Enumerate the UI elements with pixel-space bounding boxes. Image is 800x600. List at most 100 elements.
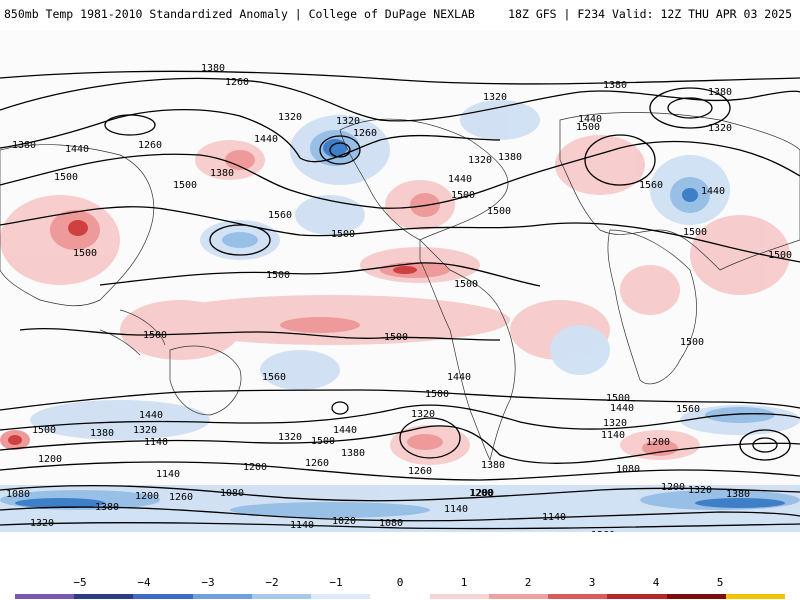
header: 850mb Temp 1981-2010 Standardized Anomal… bbox=[0, 0, 800, 30]
contour-label: 1500 bbox=[606, 393, 630, 404]
contour-label: 1440 bbox=[139, 410, 163, 421]
contour-label: 1500 bbox=[576, 122, 600, 133]
contour-label: 1500 bbox=[266, 270, 290, 281]
contour-label: 1500 bbox=[311, 436, 335, 447]
contour-label: 1560 bbox=[639, 180, 663, 191]
contour-label: 1380 bbox=[341, 448, 365, 459]
contour-label: 1200 bbox=[243, 462, 267, 473]
contour-label: 1320 bbox=[336, 116, 360, 127]
contour-label: 1380 bbox=[201, 63, 225, 74]
cold-anomaly-peak bbox=[15, 139, 785, 508]
colorbar-tick-label: 4 bbox=[652, 576, 660, 589]
colorbar-tick-label: −1 bbox=[329, 576, 343, 589]
contour-label: 1320 bbox=[278, 112, 302, 123]
contour-label: 1500 bbox=[425, 389, 449, 400]
contour-label: 1260 bbox=[138, 140, 162, 151]
contour-label: 1200 bbox=[38, 454, 62, 465]
contour-label: 1440 bbox=[254, 134, 278, 145]
contour-label: 1320 bbox=[603, 418, 627, 429]
colorbar-segment bbox=[192, 594, 253, 599]
contour-label: 1560 bbox=[262, 372, 286, 383]
warm-anomaly-peak bbox=[8, 220, 417, 445]
contour-label: 1080 bbox=[379, 518, 403, 529]
colorbar: −5 −4 −3 −2 −1 0 1 2 3 4 5 bbox=[0, 570, 800, 600]
colorbar-segment bbox=[74, 594, 134, 599]
contour-label: 1560 bbox=[268, 210, 292, 221]
colorbar-segment bbox=[251, 594, 312, 599]
colorbar-tick-label: −3 bbox=[201, 576, 215, 589]
contour-label: 1440 bbox=[578, 114, 602, 125]
colorbar-segment bbox=[311, 594, 371, 599]
weather-map[interactable]: 1380 1260 1320 1320 1260 1380 1440 1260 … bbox=[0, 30, 800, 532]
contour-label: 1260 bbox=[225, 77, 249, 88]
colorbar-segment bbox=[488, 594, 549, 599]
contour-label: 1320 bbox=[411, 409, 435, 420]
contour-label: 1320 bbox=[708, 123, 732, 134]
colorbar-tick-label: −4 bbox=[137, 576, 151, 589]
contour-label: 1320 bbox=[278, 432, 302, 443]
contour-label: 1200 bbox=[469, 488, 493, 499]
height-contours bbox=[0, 70, 800, 530]
contour-label: 1500 bbox=[680, 337, 704, 348]
contour-label: 1440 bbox=[447, 372, 471, 383]
contour-label: 1440 bbox=[65, 144, 89, 155]
contour-labels: 1380 1260 1320 1320 1260 1380 1440 1260 … bbox=[6, 63, 792, 532]
colorbar-tick-label: 5 bbox=[716, 576, 724, 589]
colorbar-segment bbox=[548, 594, 608, 599]
colorbar-tick-label: −2 bbox=[265, 576, 279, 589]
contour-label: 1260 bbox=[169, 492, 193, 503]
contour-label: 1200 bbox=[646, 437, 670, 448]
colorbar-segment bbox=[429, 594, 490, 599]
contour-label: 1140 bbox=[290, 520, 314, 531]
contour-label: 1140 bbox=[601, 430, 625, 441]
contour-label: 1380 bbox=[603, 80, 627, 91]
colorbar-segment bbox=[607, 594, 668, 599]
contour-label: 1260 bbox=[408, 466, 432, 477]
contour-label: 1500 bbox=[143, 330, 167, 341]
contour-label: 1020 bbox=[332, 516, 356, 527]
contour-label: 1440 bbox=[333, 425, 357, 436]
contour-label: 1320 bbox=[468, 155, 492, 166]
contour-label: 1380 bbox=[726, 489, 750, 500]
colorbar-tick-label: −5 bbox=[73, 576, 87, 589]
contour-label: 1320 bbox=[688, 485, 712, 496]
contour-label: 1500 bbox=[73, 248, 97, 259]
colorbar-scale bbox=[15, 594, 786, 599]
colorbar-segment bbox=[725, 594, 786, 599]
contour-label: 1260 bbox=[591, 530, 615, 532]
contour-label: 1080 bbox=[6, 489, 30, 500]
contour-label: 1140 bbox=[542, 512, 566, 523]
map-canvas: 1380 1260 1320 1320 1260 1380 1440 1260 … bbox=[0, 63, 800, 532]
contour-label: 1080 bbox=[616, 464, 640, 475]
contour-label: 1380 bbox=[708, 87, 732, 98]
contour-label: 1080 bbox=[220, 488, 244, 499]
contour-label: 1200 bbox=[470, 488, 494, 499]
contour-label: 1380 bbox=[95, 502, 119, 513]
contour-label: 1200 bbox=[135, 491, 159, 502]
contour-label: 1320 bbox=[483, 92, 507, 103]
contour-label: 1500 bbox=[487, 206, 511, 217]
contour-label: 1440 bbox=[610, 403, 634, 414]
contour-label: 1380 bbox=[90, 428, 114, 439]
contour-label: 1200 bbox=[661, 482, 685, 493]
colorbar-segment bbox=[370, 594, 431, 599]
contour-label: 1380 bbox=[481, 460, 505, 471]
contour-label: 1320 bbox=[30, 518, 54, 529]
model-run-info: 18Z GFS | F234 Valid: 12Z THU APR 03 202… bbox=[508, 7, 792, 21]
contour-label: 1380 bbox=[498, 152, 522, 163]
contour-label: 1500 bbox=[32, 425, 56, 436]
colorbar-tick-label: 1 bbox=[460, 576, 468, 589]
colorbar-tick-label: 0 bbox=[396, 576, 404, 589]
colorbar-tick-label: 3 bbox=[588, 576, 596, 589]
contour-label: 1500 bbox=[768, 250, 792, 261]
contour-label: 1500 bbox=[451, 190, 475, 201]
contour-label: 1500 bbox=[454, 279, 478, 290]
contour-label: 1500 bbox=[173, 180, 197, 191]
map-title: 850mb Temp 1981-2010 Standardized Anomal… bbox=[4, 7, 475, 21]
colorbar-segment bbox=[666, 594, 727, 599]
colorbar-tick-label: 2 bbox=[524, 576, 532, 589]
contour-label: 1500 bbox=[331, 229, 355, 240]
contour-label: 1440 bbox=[448, 174, 472, 185]
contour-label: 1320 bbox=[133, 425, 157, 436]
contour-label: 1500 bbox=[54, 172, 78, 183]
